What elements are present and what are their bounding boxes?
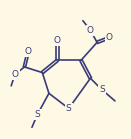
Text: O: O: [25, 47, 32, 56]
Text: O: O: [54, 36, 61, 45]
Text: O: O: [11, 70, 18, 79]
Text: S: S: [66, 104, 72, 113]
Text: O: O: [87, 26, 94, 35]
Text: S: S: [99, 85, 105, 94]
Text: S: S: [35, 110, 40, 119]
Text: O: O: [106, 33, 113, 42]
